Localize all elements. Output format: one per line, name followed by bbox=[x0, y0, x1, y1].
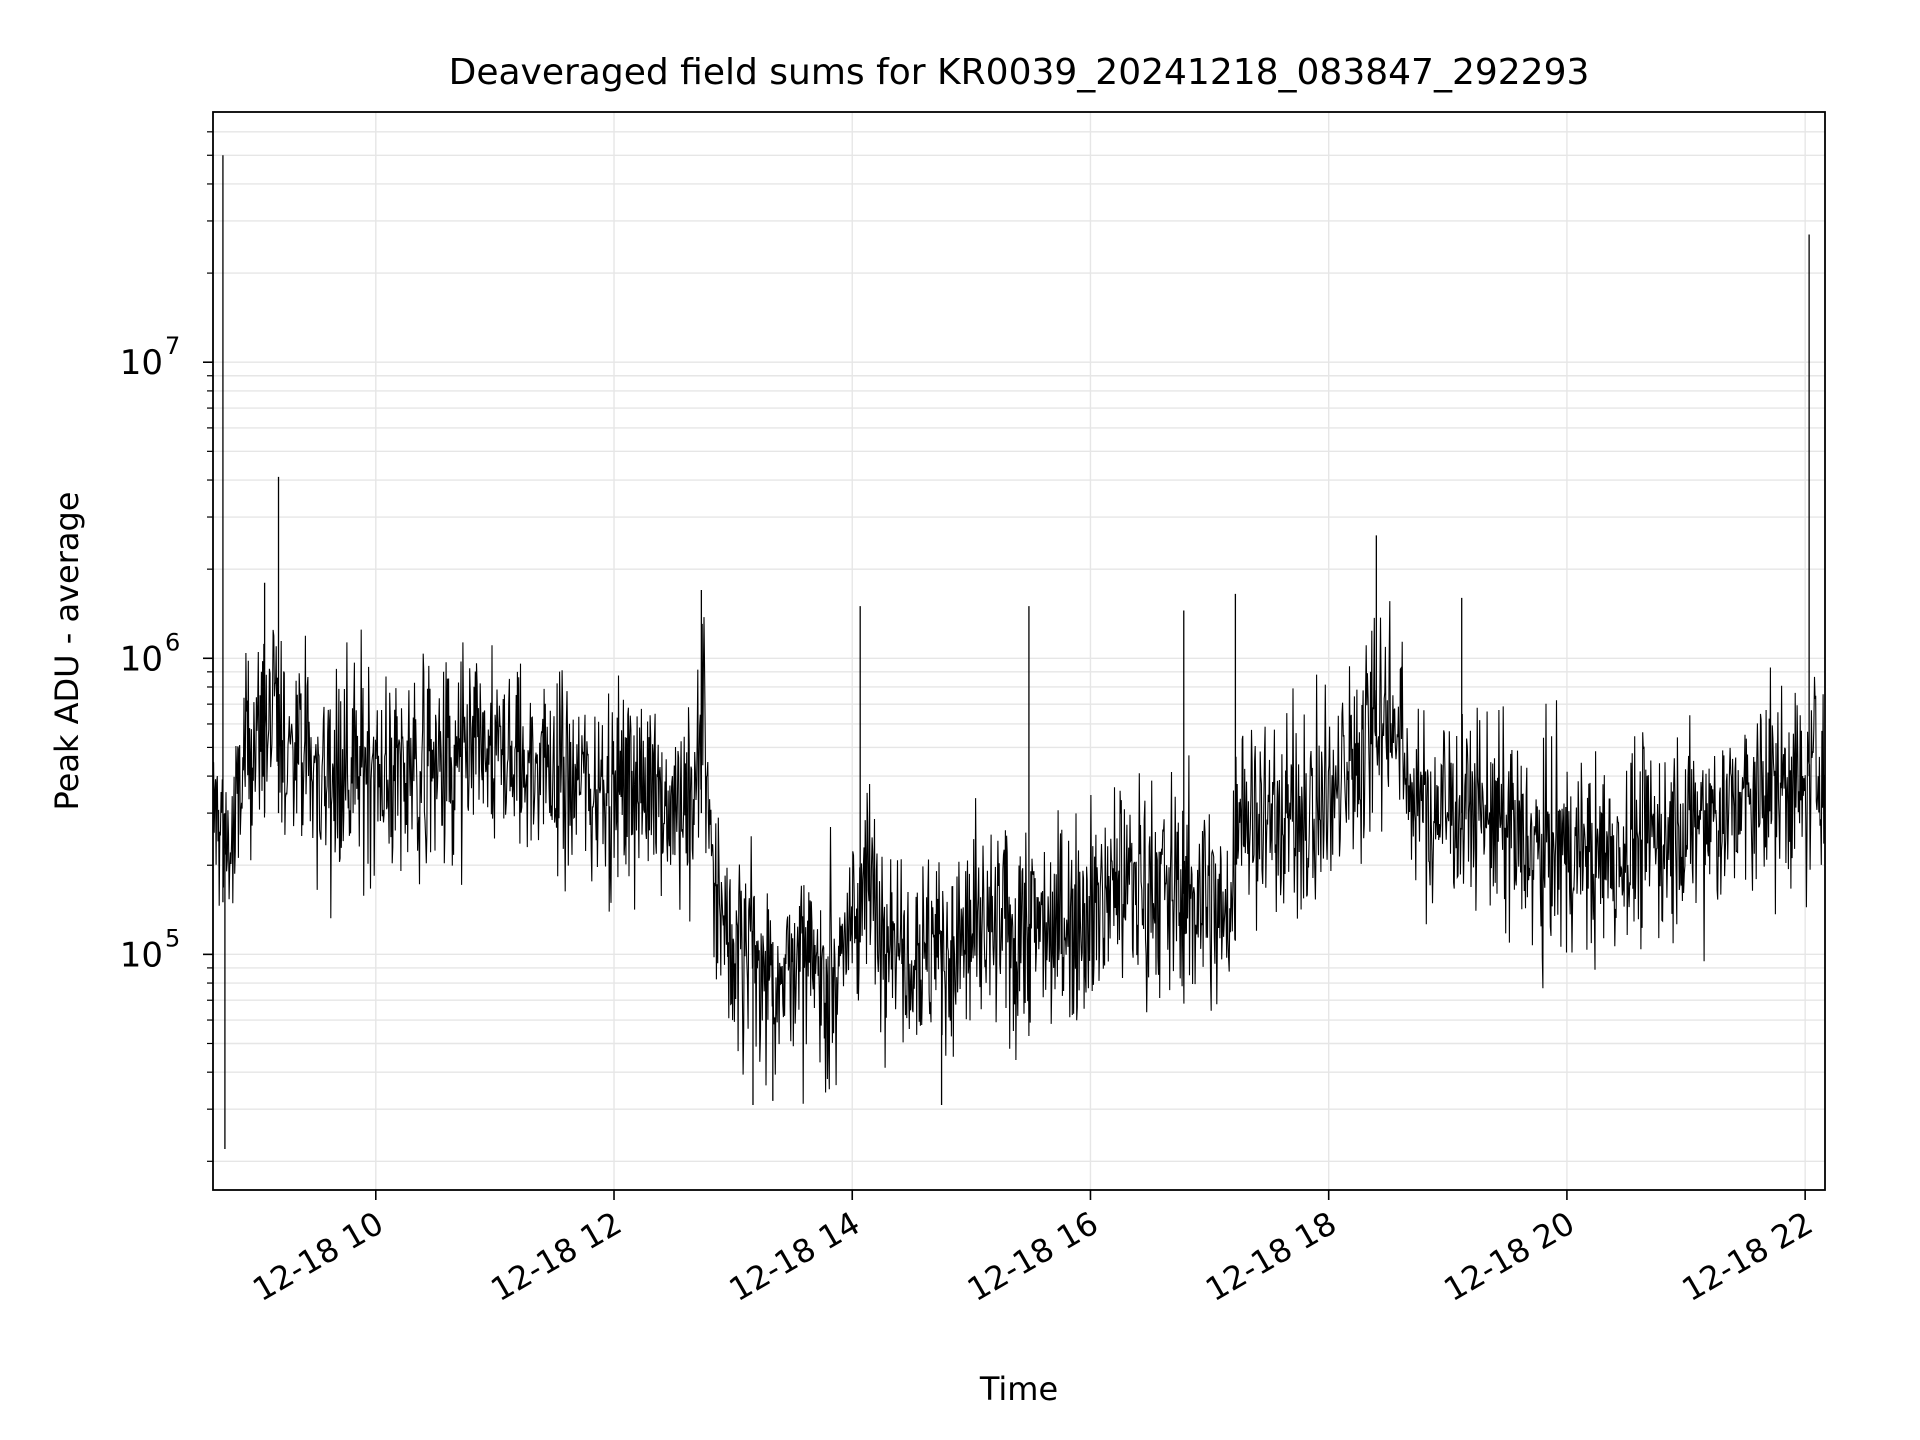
y-tick-label: 10 bbox=[120, 639, 163, 679]
y-tick-exponent: 7 bbox=[165, 332, 180, 360]
axes-frame bbox=[212, 111, 1826, 1191]
y-tick-exponent: 5 bbox=[165, 924, 180, 952]
x-axis-label: Time bbox=[979, 1370, 1058, 1408]
plot-area bbox=[212, 155, 1826, 1150]
chart-title: Deaveraged field sums for KR0039_2024121… bbox=[449, 52, 1590, 93]
data-series-line bbox=[212, 601, 1826, 1104]
y-tick-label: 10 bbox=[120, 935, 163, 975]
y-tick-exponent: 6 bbox=[165, 628, 180, 656]
y-axis-label: Peak ADU - average bbox=[48, 492, 86, 811]
y-tick-label: 10 bbox=[120, 343, 163, 383]
